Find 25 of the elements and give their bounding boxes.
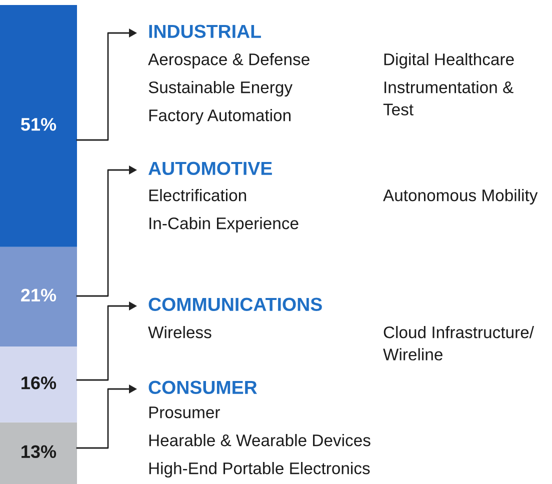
text: Hearable & Wearable Devices [149, 434, 370, 446]
text: Autonomous Mobility [383, 189, 538, 205]
data-label: 51% [20, 118, 56, 131]
data-label: 21% [21, 288, 56, 302]
text: CONSUMER [148, 380, 257, 394]
bar [0, 246, 77, 346]
text: AUTOMOTIVE [148, 162, 272, 176]
text: INDUSTRIAL [149, 24, 261, 38]
text: High-End Portable Electronics [149, 462, 370, 478]
text: Wireless [148, 326, 212, 338]
text: Aerospace & Defense [148, 53, 310, 69]
bar [0, 346, 77, 422]
data-label: 13% [22, 445, 56, 458]
text: Cloud Infrastructure/ Wireline [383, 326, 534, 360]
text: Factory Automation [149, 109, 291, 125]
text: In-Cabin Experience [150, 217, 298, 233]
text: COMMUNICATIONS [148, 298, 322, 312]
text: Electrification [149, 189, 246, 202]
text: Prosumer [149, 406, 220, 418]
text: Sustainable Energy [148, 81, 293, 97]
bar [0, 5, 77, 247]
text: Instrumentation & Test [383, 81, 514, 116]
bar [0, 422, 77, 484]
text: Digital Healthcare [384, 53, 514, 69]
data-label: 16% [22, 376, 56, 390]
